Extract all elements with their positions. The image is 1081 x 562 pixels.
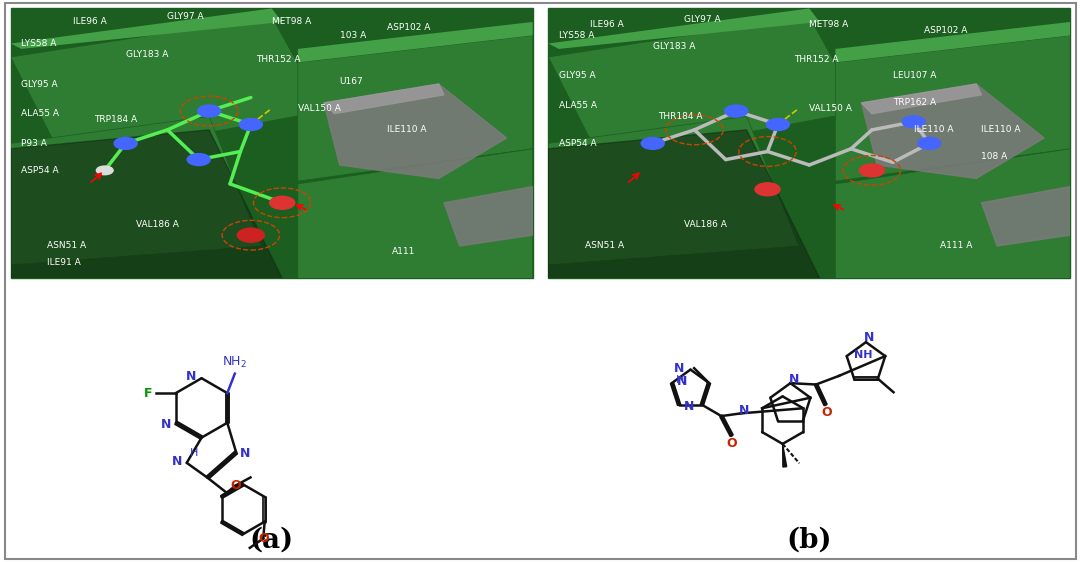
Circle shape <box>239 119 263 130</box>
Polygon shape <box>836 22 1070 62</box>
Text: MET98 A: MET98 A <box>810 20 849 29</box>
Polygon shape <box>11 8 282 49</box>
Polygon shape <box>862 84 982 114</box>
Text: LYS58 A: LYS58 A <box>559 31 595 40</box>
Circle shape <box>238 228 265 242</box>
Circle shape <box>269 196 295 209</box>
Text: N: N <box>789 373 800 387</box>
Circle shape <box>755 183 780 196</box>
Polygon shape <box>298 35 533 181</box>
Text: GLY183 A: GLY183 A <box>125 50 168 59</box>
Text: A111 A: A111 A <box>939 242 972 251</box>
Text: O: O <box>258 532 268 545</box>
Polygon shape <box>324 84 507 179</box>
Polygon shape <box>444 187 533 246</box>
Text: VAL150 A: VAL150 A <box>810 104 852 113</box>
Text: N: N <box>161 418 171 430</box>
Polygon shape <box>548 8 819 49</box>
Text: ASN51 A: ASN51 A <box>585 242 624 251</box>
Polygon shape <box>862 84 1044 179</box>
Text: ALA55 A: ALA55 A <box>559 101 597 110</box>
Text: N: N <box>738 404 749 416</box>
Polygon shape <box>548 116 799 265</box>
Text: O: O <box>822 406 832 419</box>
Text: F: F <box>144 387 152 400</box>
Polygon shape <box>11 130 282 278</box>
Text: A111: A111 <box>391 247 415 256</box>
Text: 108 A: 108 A <box>982 152 1007 161</box>
Polygon shape <box>836 35 1070 181</box>
Text: ILE110 A: ILE110 A <box>982 125 1020 134</box>
Text: ILE110 A: ILE110 A <box>387 125 426 134</box>
Text: N: N <box>240 447 251 460</box>
Text: VAL186 A: VAL186 A <box>684 220 726 229</box>
Circle shape <box>96 166 114 175</box>
Polygon shape <box>548 16 862 160</box>
Polygon shape <box>11 16 324 160</box>
Circle shape <box>859 164 884 177</box>
Text: U167: U167 <box>339 77 363 86</box>
Text: ASP102 A: ASP102 A <box>924 25 967 34</box>
Text: ASP54 A: ASP54 A <box>22 166 58 175</box>
Text: ASN51 A: ASN51 A <box>48 242 86 251</box>
Circle shape <box>918 138 940 149</box>
Text: NH$_2$: NH$_2$ <box>223 355 248 370</box>
Circle shape <box>724 105 748 117</box>
Text: ALA55 A: ALA55 A <box>22 109 59 118</box>
Polygon shape <box>548 130 819 278</box>
Polygon shape <box>783 444 787 467</box>
Circle shape <box>903 116 925 128</box>
Circle shape <box>115 138 137 149</box>
Circle shape <box>187 153 210 166</box>
Text: GLY97 A: GLY97 A <box>684 15 721 24</box>
Polygon shape <box>324 84 444 114</box>
Text: ILE110 A: ILE110 A <box>913 125 953 134</box>
Text: THR184 A: THR184 A <box>658 112 703 121</box>
Text: N: N <box>186 370 197 383</box>
Text: LEU107 A: LEU107 A <box>893 71 936 80</box>
Text: N: N <box>675 362 684 375</box>
Text: TRP162 A: TRP162 A <box>893 98 936 107</box>
Text: GLY95 A: GLY95 A <box>22 79 58 88</box>
Text: (b): (b) <box>787 527 832 554</box>
Text: ILE96 A: ILE96 A <box>590 20 624 29</box>
Text: NH: NH <box>854 350 872 360</box>
Text: VAL186 A: VAL186 A <box>136 220 179 229</box>
Text: GLY97 A: GLY97 A <box>168 12 204 21</box>
Text: H: H <box>190 448 198 459</box>
Text: ILE91 A: ILE91 A <box>48 257 81 266</box>
Text: O: O <box>726 437 737 450</box>
Text: H: H <box>677 375 684 385</box>
Circle shape <box>198 105 221 117</box>
Polygon shape <box>298 149 533 278</box>
Text: (a): (a) <box>250 527 294 554</box>
Text: VAL150 A: VAL150 A <box>298 104 341 113</box>
Text: GLY95 A: GLY95 A <box>559 71 596 80</box>
Text: TRP184 A: TRP184 A <box>94 115 137 124</box>
Text: THR152 A: THR152 A <box>256 55 301 64</box>
Polygon shape <box>982 187 1070 246</box>
Polygon shape <box>11 116 262 265</box>
Text: THR152 A: THR152 A <box>793 55 838 64</box>
Text: LYS58 A: LYS58 A <box>22 39 56 48</box>
Text: GLY183 A: GLY183 A <box>653 42 695 51</box>
Text: N: N <box>684 400 694 413</box>
Text: P93 A: P93 A <box>22 139 48 148</box>
Text: ILE96 A: ILE96 A <box>74 17 107 26</box>
Text: N: N <box>677 375 688 388</box>
Text: MET98 A: MET98 A <box>271 17 311 26</box>
Text: N: N <box>172 455 182 468</box>
Text: 103 A: 103 A <box>339 31 365 40</box>
Text: ASP54 A: ASP54 A <box>559 139 597 148</box>
Polygon shape <box>836 149 1070 278</box>
Polygon shape <box>298 22 533 62</box>
Text: O: O <box>230 479 241 492</box>
Text: N: N <box>864 331 875 344</box>
Circle shape <box>641 138 664 149</box>
Circle shape <box>766 119 789 130</box>
Text: ASP102 A: ASP102 A <box>387 23 430 32</box>
